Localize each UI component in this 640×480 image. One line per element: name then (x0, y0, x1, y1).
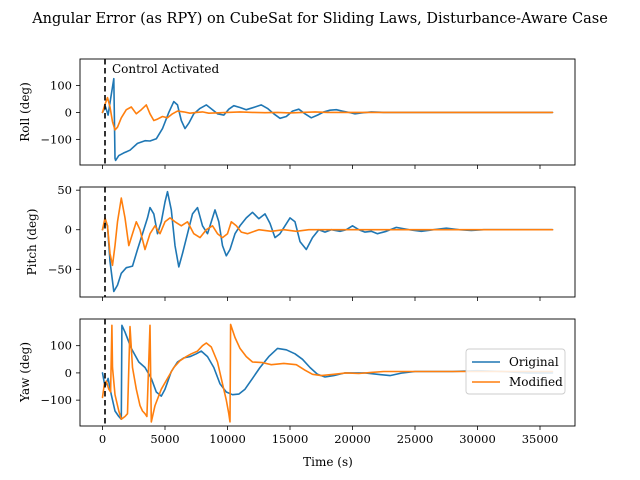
series-line-modified (101, 96, 554, 131)
xticks-yaw (102, 426, 541, 430)
xtick-label: 10000 (209, 432, 246, 446)
subplot-pitch: Pitch (deg) −50 0 50 (25, 183, 576, 301)
ytick-label: 100 (50, 78, 72, 92)
xtick-label: 25000 (397, 432, 434, 446)
axes-frame-roll (79, 58, 576, 166)
series-line-modified (101, 197, 554, 267)
xticks-roll (102, 165, 541, 169)
xtick-label: 0 (99, 432, 106, 446)
series-line-original (101, 77, 554, 162)
ytick-label: 100 (50, 339, 72, 353)
legend-label-original: Original (509, 355, 559, 369)
yticks-yaw: −100 0 100 (40, 339, 80, 407)
xtick-label: 5000 (150, 432, 179, 446)
ytick-label: 50 (57, 183, 72, 197)
ytick-label: −50 (48, 262, 72, 276)
axes-frame-pitch (79, 186, 576, 298)
xtick-label: 30000 (459, 432, 496, 446)
xticks-pitch (102, 297, 541, 301)
legend-label-modified: Modified (509, 375, 563, 389)
chart-title: Angular Error (as RPY) on CubeSat for Sl… (31, 11, 608, 27)
ytick-label: 0 (65, 105, 72, 119)
ylabel-pitch: Pitch (deg) (25, 209, 39, 276)
series-roll (101, 77, 554, 162)
xtick-label: 15000 (272, 432, 309, 446)
annotation-control-activated: Control Activated (112, 62, 219, 76)
yticks-pitch: −50 0 50 (48, 183, 80, 276)
series-line-original (101, 190, 554, 293)
subplot-yaw: Yaw (deg) −100 0 100 0 5000 10000 15000 20000 2… (18, 318, 576, 469)
subplot-roll: Roll (deg) −100 0 100 Control Activated (18, 58, 576, 169)
ytick-label: 0 (65, 223, 72, 237)
ylabel-roll: Roll (deg) (18, 82, 32, 142)
series-yaw (101, 323, 554, 423)
legend: Original Modified (465, 348, 566, 395)
series-pitch (101, 190, 554, 293)
xtick-label: 20000 (334, 432, 371, 446)
yticks-roll: −100 0 100 (40, 78, 80, 146)
ylabel-yaw: Yaw (deg) (18, 342, 32, 403)
series-line-modified (101, 323, 554, 423)
ytick-label: −100 (40, 132, 72, 146)
xtick-label: 35000 (522, 432, 559, 446)
ytick-label: −100 (40, 393, 72, 407)
xlabel: Time (s) (303, 455, 353, 469)
axes-frame-yaw (79, 318, 576, 427)
ytick-label: 0 (65, 366, 72, 380)
xtick-labels: 0 5000 10000 15000 20000 25000 30000 35000 (99, 432, 558, 446)
